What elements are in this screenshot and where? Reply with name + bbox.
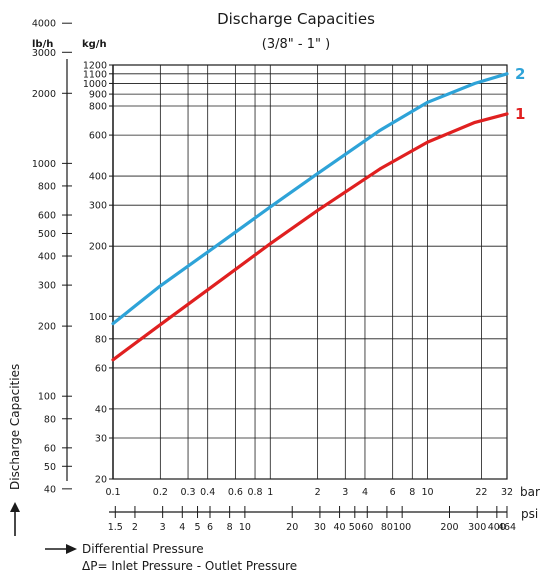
- y2-tick-label: 60: [44, 443, 56, 454]
- x2-tick-label: 10: [239, 522, 251, 533]
- x2-tick-label: 200: [440, 522, 458, 533]
- x-tick-label: 32: [501, 487, 513, 498]
- x-tick-label: 10: [422, 487, 434, 498]
- x2-tick-label: 6: [207, 522, 213, 533]
- x-tick-label: 22: [475, 487, 487, 498]
- x2-tick-label: 8: [227, 522, 233, 533]
- y-tick-label: 1000: [83, 79, 107, 90]
- series-line-1: [111, 112, 509, 362]
- x2-tick-label: 300: [468, 522, 486, 533]
- y2-tick-label: 400: [38, 252, 56, 263]
- y-tick-label: 60: [95, 363, 107, 374]
- y-tick-label: 1100: [83, 69, 107, 80]
- series-lines: 12: [111, 65, 525, 362]
- y-tick-label: 40: [95, 404, 107, 415]
- series-line-2: [111, 72, 509, 326]
- y2-tick-label: 200: [38, 322, 56, 333]
- x-tick-label: 4: [362, 487, 368, 498]
- series-label-2: 2: [515, 65, 525, 83]
- y2-tick-label: 300: [38, 281, 56, 292]
- x-tick-label: 8: [409, 487, 415, 498]
- x2-tick-label: 4: [179, 522, 185, 533]
- y-tick-label: 80: [95, 334, 107, 345]
- y-axis-label: Discharge Capacities: [8, 364, 22, 490]
- x-tick-label: 2: [315, 487, 321, 498]
- y-tick-label: 400: [89, 172, 107, 183]
- x-unit-label: bar: [520, 485, 540, 499]
- x2-tick-label: 2: [132, 522, 138, 533]
- y-tick-label: 20: [95, 475, 107, 486]
- y-tick-label: 900: [89, 90, 107, 101]
- x-tick-label: 0.2: [153, 487, 168, 498]
- chart-title: Discharge Capacities: [217, 10, 375, 28]
- x2-tick-label: 40: [334, 522, 346, 533]
- differential-pressure-formula: ΔP= Inlet Pressure - Outlet Pressure: [82, 559, 297, 573]
- tick-labels: 0.1 0.2 0.3 0.4 0.6 0.8 1 2 3 4 6 8 10 22 321.5 2 3 4 5 6 8 1…: [32, 19, 516, 533]
- chart-subtitle: (3/8" - 1" ): [262, 37, 330, 52]
- y2-tick-label: 80: [44, 414, 56, 425]
- x2-tick-label: 50: [349, 522, 361, 533]
- x2-tick-label: 5: [195, 522, 201, 533]
- y-unit-label: kg/h: [82, 39, 107, 50]
- y-tick-label: 1200: [83, 61, 107, 72]
- right-arrow-icon: [45, 544, 77, 554]
- x-tick-label: 0.4: [200, 487, 215, 498]
- y2-tick-label: 40: [44, 484, 56, 495]
- y2-unit-label: lb/h: [32, 39, 53, 50]
- x-tick-label: 0.1: [105, 487, 120, 498]
- plot-area: [112, 64, 508, 480]
- y2-tick-label: 600: [38, 211, 56, 222]
- x2-tick-label: 60: [361, 522, 373, 533]
- x-tick-label: 3: [342, 487, 348, 498]
- y2-tick-label: 2000: [32, 89, 56, 100]
- y-tick-label: 600: [89, 131, 107, 142]
- y-tick-label: 100: [89, 312, 107, 323]
- x2-tick-label: 464: [498, 522, 516, 533]
- y2-tick-label: 1000: [32, 159, 56, 170]
- plot-frame: [112, 64, 508, 480]
- grid-lines: [112, 64, 508, 480]
- y-axis-arrow-icon: [10, 502, 20, 536]
- y2-tick-label: 3000: [32, 48, 56, 59]
- x2-tick-label: 400: [488, 522, 506, 533]
- y2-tick-label: 800: [38, 181, 56, 192]
- series-label-1: 1: [515, 105, 525, 123]
- x2-tick-label: 20: [286, 522, 298, 533]
- y2-tick-label: 500: [38, 229, 56, 240]
- y2-tick-label: 50: [44, 462, 56, 473]
- axes: [66, 59, 507, 513]
- y-tick-label: 800: [89, 101, 107, 112]
- y-tick-label: 200: [89, 242, 107, 253]
- differential-pressure-label: Differential Pressure: [82, 542, 204, 556]
- x-tick-label: 0.3: [180, 487, 195, 498]
- x2-unit-label: psi: [521, 507, 538, 521]
- x2-tick-label: 80: [381, 522, 393, 533]
- y-tick-label: 30: [95, 434, 107, 445]
- x-tick-label: 0.8: [247, 487, 262, 498]
- x2-tick-label: 100: [393, 522, 411, 533]
- x2-tick-label: 30: [314, 522, 326, 533]
- y-tick-label: 300: [89, 201, 107, 212]
- y2-tick-label: 4000: [32, 19, 56, 30]
- x-tick-label: 0.6: [228, 487, 243, 498]
- x2-tick-label: 1.5: [108, 522, 123, 533]
- y2-tick-label: 100: [38, 392, 56, 403]
- x-tick-label: 1: [267, 487, 273, 498]
- x2-tick-label: 3: [160, 522, 166, 533]
- x-tick-label: 6: [390, 487, 396, 498]
